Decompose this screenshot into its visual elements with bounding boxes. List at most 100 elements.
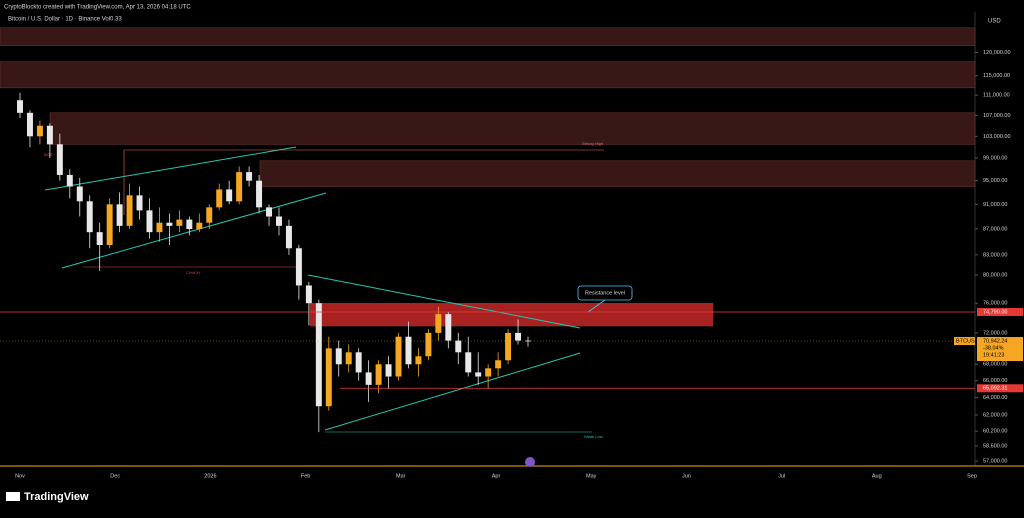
y-tick-label: 111,000.00 xyxy=(983,93,1010,99)
logo-mark xyxy=(6,492,20,501)
symbol-badge xyxy=(954,337,975,346)
y-tick-label: 57,000.00 xyxy=(983,459,1007,465)
trendline xyxy=(44,146,297,191)
candle-body xyxy=(425,332,432,357)
y-tick-label: 76,000.00 xyxy=(983,301,1007,307)
candle-body xyxy=(216,189,223,208)
candle-body xyxy=(335,348,342,365)
trendline xyxy=(61,192,327,269)
y-tick-label: 103,000.00 xyxy=(983,134,1011,140)
candle-body xyxy=(455,340,462,353)
currency: USD xyxy=(988,19,1001,25)
candle-body xyxy=(315,303,322,407)
candle-body xyxy=(17,100,23,113)
annotation: BOS xyxy=(44,152,53,157)
y-tick-label: 87,000.00 xyxy=(983,226,1007,232)
candle-body xyxy=(305,285,312,304)
y-tick-label: 66,000.00 xyxy=(983,378,1007,384)
candle-body xyxy=(66,174,73,187)
candle-body xyxy=(186,219,193,229)
zone xyxy=(0,27,976,46)
candle-body xyxy=(295,248,302,286)
candle-body xyxy=(36,125,43,137)
candle-body xyxy=(106,204,113,246)
x-tick-label: Apr xyxy=(492,473,501,479)
candle-body xyxy=(46,125,53,145)
y-tick-label: 107,000.00 xyxy=(983,113,1011,119)
candle-body xyxy=(196,222,203,229)
change-label: -38.04% xyxy=(983,345,1004,351)
candle-body xyxy=(116,204,123,226)
candle-body xyxy=(465,352,472,373)
candle-body xyxy=(206,207,213,223)
candle-body xyxy=(285,225,292,249)
x-tick-label: Sep xyxy=(967,473,977,479)
y-tick-label: 83,000.00 xyxy=(983,252,1007,258)
candle-body xyxy=(445,314,452,341)
countdown-label: 19:41:23 xyxy=(983,352,1004,358)
candle-body xyxy=(395,336,402,377)
candle-body xyxy=(26,112,33,137)
callout-pointer xyxy=(587,299,606,313)
y-tick-label: 60,200.00 xyxy=(983,429,1007,435)
candle-body xyxy=(226,189,233,202)
y-tick-label: 72,000.00 xyxy=(983,330,1007,336)
candle-body xyxy=(435,314,442,333)
logo: TradingView xyxy=(24,491,89,503)
trendline xyxy=(324,352,581,431)
credit: CryptoBlockto created with TradingView.c… xyxy=(4,5,191,11)
zone xyxy=(0,61,976,89)
candle-body xyxy=(275,216,282,226)
trendline xyxy=(307,274,581,329)
candle-body xyxy=(56,144,63,175)
level-badge xyxy=(977,308,1023,317)
candle-body xyxy=(325,348,332,407)
candle-body xyxy=(266,207,273,217)
y-tick-label: 115,000.00 xyxy=(983,73,1010,79)
annotation: Weak Low xyxy=(584,434,603,439)
x-tick-label: Aug xyxy=(872,473,882,479)
x-tick-label: May xyxy=(586,473,597,479)
x-tick-label: Feb xyxy=(301,473,310,479)
candle-body xyxy=(475,372,482,377)
candle-body xyxy=(176,219,183,226)
annotation: Strong High xyxy=(582,141,603,146)
x-tick-label: Mar xyxy=(396,473,406,479)
level-badge xyxy=(977,384,1023,393)
candle-body xyxy=(76,186,83,202)
x-tick-label: Dec xyxy=(110,473,120,479)
symbol-label: BTCUSD xyxy=(956,338,979,344)
candle-body xyxy=(156,222,163,233)
y-tick-label: 120,000.00 xyxy=(983,50,1011,56)
y-tick-label: 64,000.00 xyxy=(983,395,1007,401)
candle-body xyxy=(146,210,153,233)
candle-body xyxy=(365,372,372,385)
candle-body xyxy=(385,364,392,377)
candle-body xyxy=(405,336,412,365)
candle-body xyxy=(345,352,352,365)
candle-body xyxy=(166,222,173,226)
candle-body xyxy=(495,360,502,369)
y-tick-label: 95,000.00 xyxy=(983,178,1007,184)
x-tick-label: Jul xyxy=(778,473,785,479)
event-icon[interactable] xyxy=(525,457,535,467)
x-tick-label: Nov xyxy=(15,473,25,479)
candle-body xyxy=(485,368,492,377)
candle-body xyxy=(96,232,103,246)
y-tick-label: 62,000.00 xyxy=(983,412,1007,418)
candle-body xyxy=(136,195,143,211)
candle-body xyxy=(256,180,263,208)
y-tick-label: 58,600.00 xyxy=(983,443,1007,449)
price-badge xyxy=(977,337,1023,362)
candle-body xyxy=(375,364,382,385)
callout-text: Resistance level xyxy=(585,290,625,296)
candle-body xyxy=(355,352,362,373)
y-tick-label: 80,000.00 xyxy=(983,273,1007,279)
candle-body xyxy=(415,356,422,365)
y-tick-label: 68,000.00 xyxy=(983,362,1007,368)
candle-body xyxy=(246,172,253,181)
x-tick-label: 2026 xyxy=(204,473,216,479)
symbol-info: Bitcoin / U.S. Dollar · 1D · Binance Vol… xyxy=(8,17,122,23)
candle-body xyxy=(515,332,522,341)
